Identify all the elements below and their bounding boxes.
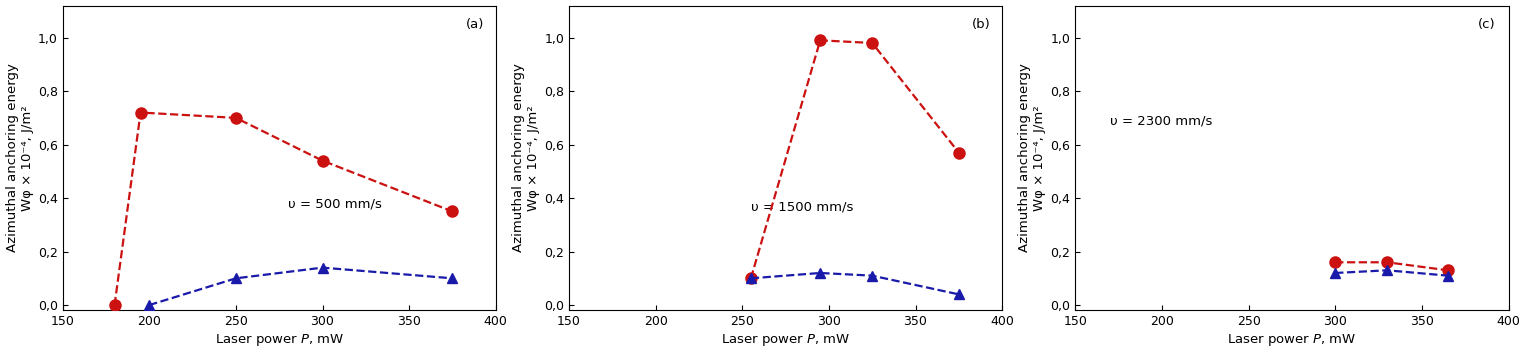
Y-axis label: Azimuthal anchoring energy
Wφ × 10⁻⁴, J/m²: Azimuthal anchoring energy Wφ × 10⁻⁴, J/…	[511, 64, 540, 252]
Text: (a): (a)	[465, 18, 484, 31]
Text: υ = 1500 mm/s: υ = 1500 mm/s	[751, 200, 853, 213]
X-axis label: Laser power $P$, mW: Laser power $P$, mW	[1227, 332, 1357, 348]
X-axis label: Laser power $P$, mW: Laser power $P$, mW	[720, 332, 850, 348]
Text: υ = 2300 mm/s: υ = 2300 mm/s	[1109, 115, 1212, 128]
Text: (c): (c)	[1479, 18, 1495, 31]
Text: (b): (b)	[972, 18, 990, 31]
Y-axis label: Azimuthal anchoring energy
Wφ × 10⁻⁴, J/m²: Azimuthal anchoring energy Wφ × 10⁻⁴, J/…	[6, 64, 34, 252]
Y-axis label: Azimuthal anchoring energy
Wφ × 10⁻⁴, J/m²: Azimuthal anchoring energy Wφ × 10⁻⁴, J/…	[1018, 64, 1047, 252]
X-axis label: Laser power $P$, mW: Laser power $P$, mW	[215, 332, 343, 348]
Text: υ = 500 mm/s: υ = 500 mm/s	[288, 197, 382, 210]
